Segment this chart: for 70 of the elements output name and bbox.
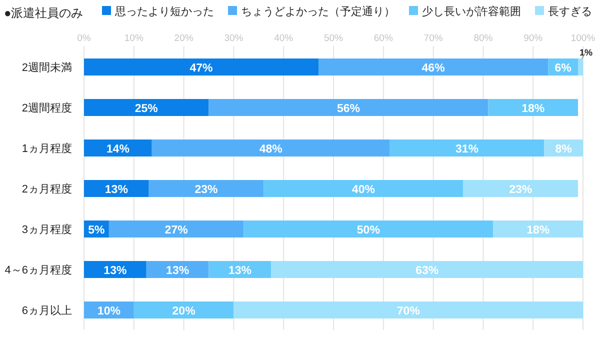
y-tick-label: 6ヵ月以上 bbox=[22, 304, 72, 317]
data-label: 6% bbox=[554, 62, 572, 74]
legend-label: 少し長いが許容範囲 bbox=[422, 5, 521, 18]
data-label: 13% bbox=[104, 184, 128, 196]
bar bbox=[146, 261, 209, 278]
bar bbox=[108, 220, 244, 238]
bar bbox=[234, 302, 583, 318]
bar bbox=[463, 180, 578, 197]
x-tick-label: 40% bbox=[274, 33, 294, 44]
bar bbox=[148, 180, 264, 197]
bar bbox=[152, 140, 390, 156]
bar bbox=[390, 140, 544, 156]
data-label: 70% bbox=[396, 306, 420, 318]
data-label: 20% bbox=[172, 306, 196, 318]
bar bbox=[318, 58, 548, 76]
x-tick-label: 10% bbox=[124, 33, 144, 44]
data-label: 48% bbox=[259, 144, 282, 156]
bar bbox=[264, 180, 464, 197]
data-label: 13% bbox=[104, 265, 127, 277]
legend-label: ちょうどよかった（予定通り） bbox=[241, 5, 395, 18]
bar bbox=[134, 302, 234, 318]
data-label: 27% bbox=[164, 224, 188, 236]
bar bbox=[244, 220, 494, 238]
data-label: 47% bbox=[190, 62, 213, 74]
chart-title: ●派遣社員のみ bbox=[4, 6, 84, 20]
data-label: 8% bbox=[555, 144, 572, 156]
y-tick-label: 2ヵ月程度 bbox=[22, 182, 72, 196]
bar bbox=[271, 261, 583, 278]
bar bbox=[488, 99, 578, 116]
x-tick-label: 60% bbox=[374, 33, 394, 44]
data-label: 18% bbox=[522, 103, 545, 115]
bar bbox=[84, 140, 152, 156]
data-label: 31% bbox=[455, 144, 478, 156]
y-tick-label: 4～6ヵ月程度 bbox=[4, 264, 72, 276]
x-tick-label: 70% bbox=[424, 33, 444, 44]
data-label: 23% bbox=[194, 184, 218, 196]
bar bbox=[208, 99, 488, 116]
data-label: 40% bbox=[352, 184, 375, 196]
bar bbox=[578, 58, 583, 76]
data-label: 46% bbox=[422, 62, 445, 74]
data-label: 10% bbox=[97, 306, 120, 318]
data-label: 5% bbox=[88, 224, 105, 236]
y-tick-label: 1ヵ月程度 bbox=[22, 142, 72, 155]
data-label: 13% bbox=[166, 265, 190, 277]
x-tick-label: 20% bbox=[174, 33, 194, 44]
y-tick-label: 2週間程度 bbox=[22, 102, 72, 114]
bar bbox=[84, 180, 149, 197]
x-tick-label: 80% bbox=[474, 33, 494, 44]
data-label: 25% bbox=[134, 103, 158, 115]
data-label: 63% bbox=[416, 265, 439, 277]
legend-label: 思ったより短かった bbox=[114, 6, 214, 18]
bar bbox=[493, 220, 583, 238]
data-label: 56% bbox=[336, 103, 360, 115]
x-tick-label: 0% bbox=[77, 33, 92, 44]
data-label: 18% bbox=[526, 224, 550, 236]
legend-label: 長すぎる bbox=[548, 6, 592, 18]
data-label: 23% bbox=[509, 184, 532, 196]
x-tick-label: 90% bbox=[524, 33, 544, 44]
x-tick-label: 100% bbox=[570, 33, 596, 44]
bar bbox=[84, 261, 146, 278]
data-label: 13% bbox=[228, 265, 252, 277]
y-tick-label: 2週間未満 bbox=[22, 61, 72, 74]
x-tick-label: 50% bbox=[324, 33, 344, 44]
data-label: 50% bbox=[356, 224, 380, 236]
x-tick-label: 30% bbox=[224, 33, 244, 44]
y-tick-label: 3ヵ月程度 bbox=[22, 223, 72, 236]
bar bbox=[84, 99, 209, 116]
data-label: 1% bbox=[579, 48, 593, 58]
data-label: 14% bbox=[106, 144, 130, 156]
bar bbox=[84, 58, 319, 76]
